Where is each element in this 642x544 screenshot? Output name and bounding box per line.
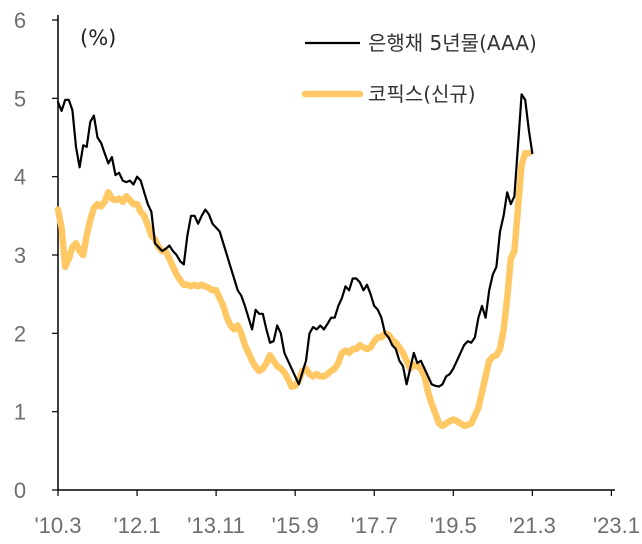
y-tick-label: 4 xyxy=(14,165,26,190)
series-line-cofix xyxy=(54,149,533,430)
x-tick-label: '21.3 xyxy=(509,513,556,538)
x-tick-label: '19.5 xyxy=(430,513,477,538)
legend-label-cofix: 코픽스(신규) xyxy=(368,82,476,106)
x-tick-label: '10.3 xyxy=(34,513,81,538)
legend-label-bank-bond: 은행채 5년물(AAA) xyxy=(368,31,537,55)
y-tick-label: 6 xyxy=(14,8,26,33)
y-tick-label: 5 xyxy=(14,86,26,111)
y-tick-label: 0 xyxy=(14,478,26,503)
series-layer xyxy=(54,93,534,430)
x-tick-label: '13.11 xyxy=(187,513,245,538)
axes: 0 1 2 3 4 5 6 '10.3 '12.1 '13.11 '15.9 '17.7 '19.5 '2… xyxy=(14,8,640,538)
legend: 은행채 5년물(AAA) 코픽스(신규) xyxy=(301,31,537,106)
unit-label: (%) xyxy=(80,26,116,50)
x-tick-label: '12.1 xyxy=(114,513,161,538)
y-tick-label: 3 xyxy=(14,243,26,268)
x-tick-label: '15.9 xyxy=(272,513,319,538)
series-line-bank-bond xyxy=(56,93,534,388)
x-tick-label: '17.7 xyxy=(351,513,398,538)
y-tick-label: 2 xyxy=(14,321,26,346)
y-tick-label: 1 xyxy=(14,400,26,425)
x-tick-label: '23.1 xyxy=(593,513,640,538)
